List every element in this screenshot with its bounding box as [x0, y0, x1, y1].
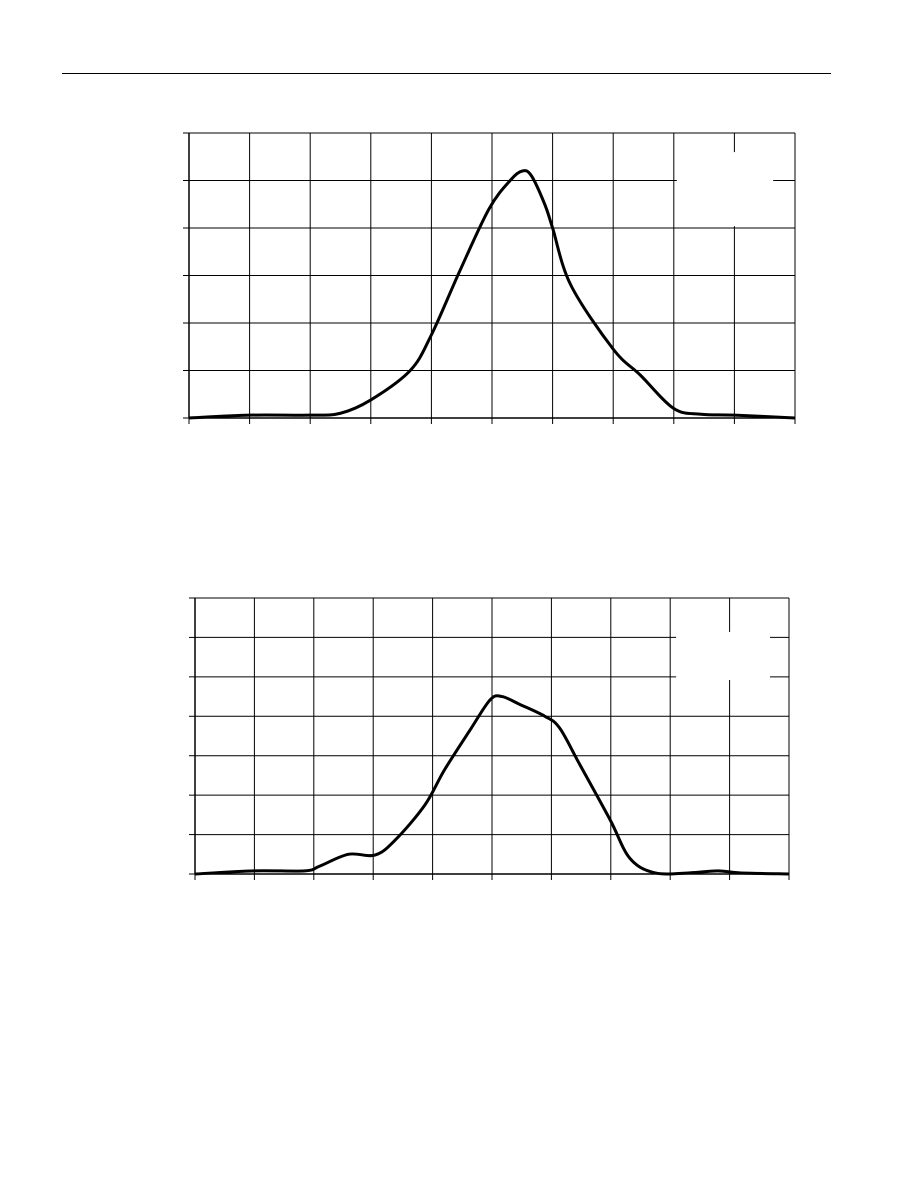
legend-box [676, 152, 774, 227]
legend-box [676, 631, 770, 680]
data-line [194, 694, 790, 876]
data-line [188, 169, 796, 420]
